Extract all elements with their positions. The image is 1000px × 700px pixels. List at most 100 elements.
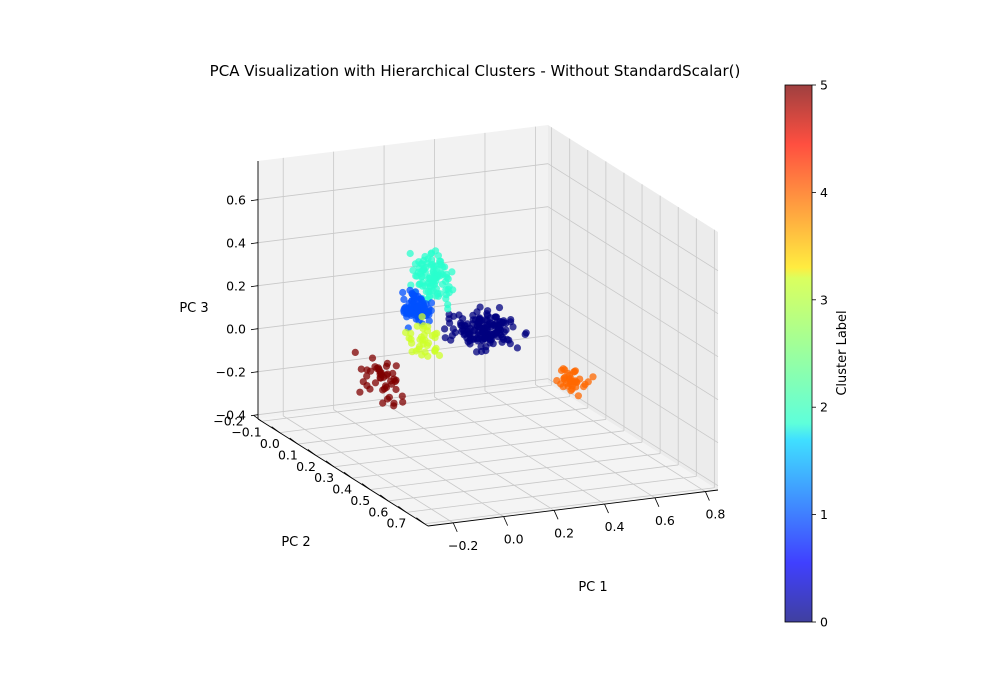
scatter-point [495, 304, 504, 312]
scatter-point [406, 249, 414, 258]
axes-panes [258, 125, 718, 526]
scatter-point [401, 303, 409, 311]
y-tick-mark [361, 483, 371, 490]
colorbar-tick-label: 3 [820, 292, 828, 307]
scatter-point [357, 365, 365, 373]
scatter-point [496, 322, 504, 330]
grid-line [261, 384, 552, 422]
scatter-point [425, 317, 433, 325]
scatter-point [559, 365, 567, 373]
scatter-point [559, 383, 567, 391]
scatter-point [482, 347, 490, 355]
grid-line [383, 403, 555, 511]
grid-line [257, 163, 549, 201]
scatter-point [432, 292, 440, 300]
grid-line [279, 396, 570, 434]
scatter-point [400, 295, 408, 303]
scatter-point [377, 370, 385, 378]
scatter-point [484, 307, 492, 315]
y-tick-label: 0.2 [296, 459, 316, 474]
scatter-point [473, 348, 481, 356]
grid-line [333, 409, 504, 517]
scatter-point [415, 258, 423, 266]
pane-floor [258, 383, 718, 526]
x-tick-mark [604, 503, 609, 514]
scatter-point [572, 378, 580, 386]
x-tick-label: 0.8 [705, 507, 725, 522]
grid-line [434, 396, 605, 505]
y-tick-mark [253, 414, 262, 422]
scatter-point [432, 285, 440, 293]
scatter-point [500, 328, 508, 336]
colorbar-tick-label: 4 [820, 185, 828, 200]
scatter-point [492, 313, 501, 321]
scatter-point [363, 372, 371, 380]
scatter-point [427, 256, 436, 264]
scatter-point [486, 336, 495, 344]
x-tick-mark [705, 491, 710, 501]
scatter-point [423, 341, 431, 350]
axis-edge [257, 418, 429, 527]
scatter-point [402, 328, 410, 337]
scatter-point [430, 275, 438, 283]
scatter-point [431, 334, 439, 342]
z-tick-mark [250, 414, 259, 417]
chart-title: PCA Visualization with Hierarchical Clus… [210, 62, 741, 80]
scatter-point [439, 270, 447, 279]
grid-line [370, 453, 661, 490]
scatter-point [421, 348, 429, 356]
scatter-point [513, 344, 522, 352]
z-tick-label: −0.2 [216, 365, 246, 380]
y-tick-label: 0.7 [386, 516, 406, 531]
y-axis-label: PC 2 [281, 535, 310, 550]
y-tick-label: 0.1 [278, 447, 298, 462]
scatter-point [374, 364, 382, 372]
grid-line [257, 206, 549, 244]
z-tick-label: 0.4 [226, 236, 246, 251]
scatter-point [574, 392, 583, 400]
scatter-point [413, 322, 421, 330]
scatter-point [390, 402, 398, 410]
x-tick-label: 0.0 [504, 532, 524, 547]
scatter-point [413, 272, 421, 280]
colorbar: 0 1 2 3 4 5 Cluster Label [784, 78, 850, 630]
scatter-point [442, 291, 450, 299]
grid-line [283, 415, 454, 524]
z-tick-mark [250, 328, 259, 331]
scatter-point [414, 296, 422, 304]
scatter-point [445, 315, 453, 323]
y-tick-label: 0.4 [332, 482, 352, 497]
colorbar-tick-label: 5 [820, 78, 828, 93]
axes-edges [257, 161, 719, 527]
y-tick-label: 0.0 [260, 436, 280, 451]
y-tick-mark [289, 437, 299, 445]
y-tick-label: 0.6 [368, 504, 388, 519]
scatter-point [421, 252, 429, 261]
z-tick-mark [250, 285, 259, 288]
z-tick-label: 0.0 [226, 322, 246, 337]
scatter-point [399, 398, 407, 406]
scatter-point [438, 280, 447, 288]
grid-line [547, 335, 719, 444]
scatter-point [469, 311, 477, 319]
grid-line [424, 487, 715, 525]
y-tick-label: 0.5 [350, 493, 370, 508]
scatter-point [435, 351, 444, 360]
grid-line [547, 249, 719, 358]
scatter-point [441, 334, 449, 342]
scatter-point [398, 392, 406, 400]
y-tick-label: 0.3 [314, 470, 334, 485]
scatter-point [392, 362, 400, 370]
scatter-point [413, 303, 421, 311]
x-tick-label: 0.4 [605, 519, 625, 534]
axes-ticks: −0.2 0.0 0.2 0.4 0.6 0.8−0.2−0.10.00.10.20.30… [213, 193, 725, 553]
scatter-point [581, 380, 589, 388]
scatter-point [366, 385, 374, 393]
scatter-point [426, 283, 434, 291]
scatter-point [477, 342, 485, 351]
scatter-point [505, 336, 513, 344]
scatter-point [430, 263, 438, 271]
scatter-points [351, 247, 597, 410]
x-tick-mark [553, 510, 559, 520]
